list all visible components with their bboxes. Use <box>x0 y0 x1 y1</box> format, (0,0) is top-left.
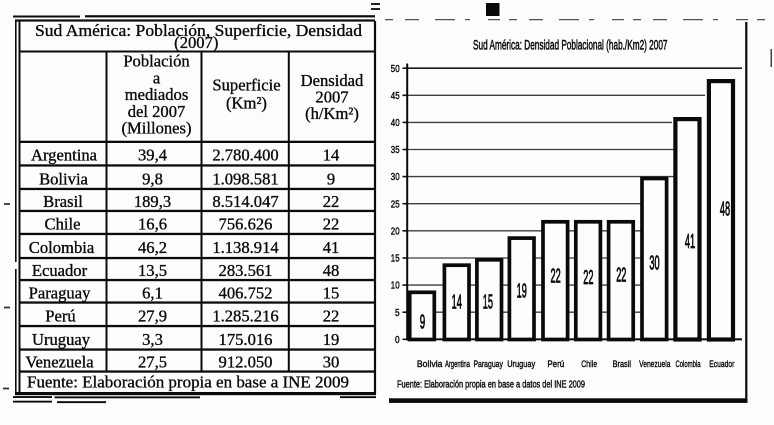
svg-text:27,9: 27,9 <box>138 306 167 325</box>
svg-text:39,4: 39,4 <box>138 146 168 165</box>
svg-text:22: 22 <box>583 267 593 289</box>
svg-text:8.514.047: 8.514.047 <box>212 192 278 211</box>
svg-text:41: 41 <box>685 231 695 253</box>
svg-text:Venezuela: Venezuela <box>25 353 94 372</box>
svg-text:5: 5 <box>395 308 400 319</box>
svg-text:48: 48 <box>720 198 730 220</box>
svg-text:30: 30 <box>391 172 400 183</box>
svg-text:Sud América: Población, Superf: Sud América: Población, Superficie, Dens… <box>35 21 363 40</box>
svg-text:13,5: 13,5 <box>138 261 167 280</box>
svg-text:45: 45 <box>391 91 400 102</box>
svg-text:20: 20 <box>391 226 400 237</box>
svg-text:(Km²): (Km²) <box>226 94 267 113</box>
svg-text:Fuente: Elaboración propia en: Fuente: Elaboración propia en base a INE… <box>27 373 349 392</box>
svg-text:10: 10 <box>391 281 400 292</box>
svg-text:Colombia: Colombia <box>675 359 701 369</box>
svg-text:9,8: 9,8 <box>142 169 163 188</box>
svg-text:40: 40 <box>391 118 400 129</box>
svg-text:756.626: 756.626 <box>219 215 273 234</box>
svg-text:22: 22 <box>551 266 561 288</box>
svg-text:15: 15 <box>391 254 400 265</box>
svg-text:14: 14 <box>323 146 340 165</box>
svg-text:9: 9 <box>420 312 425 334</box>
svg-text:Densidad: Densidad <box>301 71 364 90</box>
svg-text:6,1: 6,1 <box>142 283 163 302</box>
svg-text:1.098.581: 1.098.581 <box>212 169 278 188</box>
svg-text:35: 35 <box>391 145 400 156</box>
svg-text:22: 22 <box>323 306 340 325</box>
svg-text:22: 22 <box>323 215 340 234</box>
svg-text:14: 14 <box>452 291 462 313</box>
svg-text:(h/Km²): (h/Km²) <box>305 104 359 123</box>
svg-text:Uruguay: Uruguay <box>507 359 535 369</box>
svg-text:Uruguay: Uruguay <box>32 330 91 349</box>
svg-text:175.016: 175.016 <box>219 330 273 349</box>
svg-text:30: 30 <box>323 353 340 372</box>
svg-text:Brasil: Brasil <box>613 359 631 369</box>
svg-text:912.050: 912.050 <box>219 353 273 372</box>
svg-text:25: 25 <box>391 199 400 210</box>
svg-text:0: 0 <box>395 335 400 346</box>
svg-text:mediados: mediados <box>125 85 189 104</box>
svg-text:1.285.216: 1.285.216 <box>212 306 278 325</box>
svg-text:15: 15 <box>323 283 340 302</box>
svg-text:22: 22 <box>616 265 626 287</box>
svg-text:Población: Población <box>123 52 190 71</box>
svg-text:Colombia: Colombia <box>29 238 95 257</box>
svg-text:48: 48 <box>323 261 340 280</box>
svg-text:406.752: 406.752 <box>219 283 273 302</box>
svg-text:Ecuador: Ecuador <box>32 261 88 280</box>
svg-text:1.138.914: 1.138.914 <box>212 238 279 257</box>
svg-text:27,5: 27,5 <box>138 353 167 372</box>
svg-text:Sud América: Densidad Poblacio: Sud América: Densidad Poblacional (hab./… <box>473 37 668 53</box>
svg-text:Ecuador: Ecuador <box>709 359 734 369</box>
svg-text:283.561: 283.561 <box>219 261 273 280</box>
svg-text:Paraguay: Paraguay <box>473 359 503 369</box>
svg-text:a: a <box>153 68 161 87</box>
svg-text:46,2: 46,2 <box>138 238 167 257</box>
svg-text:Bolivia: Bolivia <box>39 169 88 188</box>
svg-text:2007: 2007 <box>315 87 348 106</box>
svg-text:41: 41 <box>323 238 340 257</box>
svg-text:(2007): (2007) <box>174 33 218 52</box>
svg-text:189,3: 189,3 <box>134 192 171 211</box>
svg-text:Perú: Perú <box>547 359 564 369</box>
svg-text:Perú: Perú <box>45 306 76 325</box>
svg-text:Paraguay: Paraguay <box>29 283 91 302</box>
svg-text:Venezuela: Venezuela <box>639 359 671 369</box>
svg-text:Chile: Chile <box>45 215 81 234</box>
svg-text:del 2007: del 2007 <box>128 102 186 121</box>
svg-text:(Millones): (Millones) <box>121 119 191 138</box>
svg-text:3,3: 3,3 <box>142 330 163 349</box>
svg-text:22: 22 <box>323 192 340 211</box>
svg-text:19: 19 <box>323 330 340 349</box>
svg-text:Superficie: Superficie <box>212 76 280 95</box>
svg-text:Bolivia: Bolivia <box>417 359 443 369</box>
svg-text:15: 15 <box>483 291 493 313</box>
svg-text:Chile: Chile <box>581 359 597 369</box>
svg-text:2.780.400: 2.780.400 <box>212 146 278 165</box>
svg-text:19: 19 <box>517 280 527 302</box>
svg-text:16,6: 16,6 <box>138 215 167 234</box>
svg-text:Fuente: Elaboración propia en: Fuente: Elaboración propia en base a dat… <box>397 379 585 390</box>
svg-text:Argentina: Argentina <box>31 146 98 165</box>
svg-text:50: 50 <box>391 64 400 75</box>
svg-text:30: 30 <box>649 252 659 274</box>
svg-text:9: 9 <box>327 169 335 188</box>
svg-text:Brasil: Brasil <box>43 192 83 211</box>
svg-text:Argentina: Argentina <box>445 359 471 369</box>
